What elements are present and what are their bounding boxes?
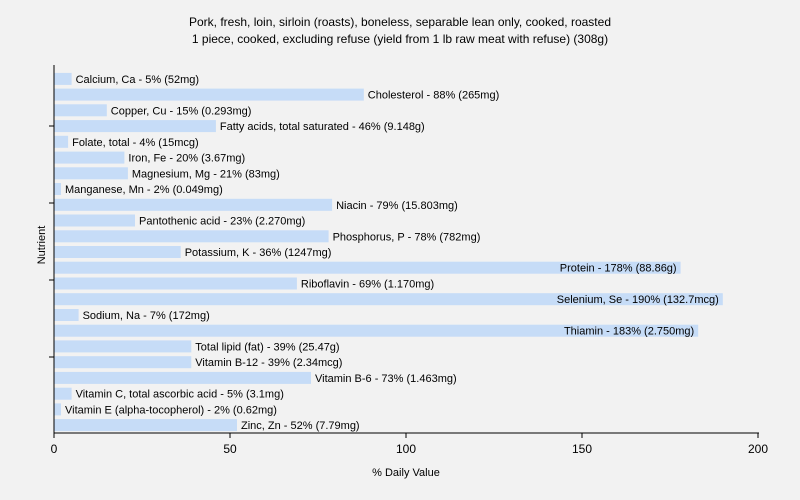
bar: [54, 135, 69, 148]
bar-label: Manganese, Mn - 2% (0.049mg): [65, 184, 223, 196]
x-tick-label: 0: [51, 442, 58, 456]
bar-label: Copper, Cu - 15% (0.293mg): [111, 105, 252, 117]
bar: [54, 403, 61, 416]
bar-label: Iron, Fe - 20% (3.67mg): [128, 153, 245, 165]
bar-label: Vitamin B-12 - 39% (2.34mcg): [195, 357, 342, 369]
bar: [54, 246, 181, 258]
bar: [54, 419, 237, 432]
bar: [54, 104, 107, 117]
chart-title: Pork, fresh, loin, sirloin (roasts), bon…: [189, 15, 611, 29]
bar: [54, 88, 364, 101]
bar-label: Niacin - 79% (15.803mg): [336, 200, 458, 212]
bar: [54, 230, 329, 243]
bar-label: Thiamin - 183% (2.750mg): [564, 326, 694, 338]
bar-label: Vitamin B-6 - 73% (1.463mg): [315, 373, 457, 385]
bar: [54, 198, 333, 211]
x-tick-label: 100: [396, 442, 416, 456]
bar-label: Cholesterol - 88% (265mg): [368, 90, 499, 102]
bar: [54, 293, 723, 306]
bar-label: Zinc, Zn - 52% (7.79mg): [241, 420, 360, 432]
bar-label: Potassium, K - 36% (1247mg): [185, 247, 332, 259]
bar-label: Pantothenic acid - 23% (2.270mg): [139, 216, 305, 228]
bar-label: Protein - 178% (88.86g): [560, 263, 677, 275]
bar: [54, 309, 79, 321]
bar: [54, 387, 72, 400]
bar: [54, 167, 128, 180]
bar-label: Fatty acids, total saturated - 46% (9.14…: [220, 121, 425, 133]
bar: [54, 261, 681, 274]
bar: [54, 340, 192, 353]
bar: [54, 214, 135, 227]
bar: [54, 120, 216, 133]
x-tick-label: 150: [572, 442, 592, 456]
bar-label: Total lipid (fat) - 39% (25.47g): [195, 341, 339, 353]
bar-label: Vitamin C, total ascorbic acid - 5% (3.1…: [76, 389, 284, 401]
bar-label: Sodium, Na - 7% (172mg): [83, 310, 210, 322]
bar-label: Magnesium, Mg - 21% (83mg): [132, 168, 280, 180]
x-axis-label: % Daily Value: [372, 467, 440, 479]
bar: [54, 72, 72, 85]
bar: [54, 324, 699, 337]
x-tick-label: 50: [223, 442, 237, 456]
bar-label: Folate, total - 4% (15mcg): [72, 137, 199, 149]
bar: [54, 151, 125, 164]
bar-label: Riboflavin - 69% (1.170mg): [301, 279, 434, 291]
y-axis-label: Nutrient: [36, 225, 48, 265]
x-tick-label: 200: [748, 442, 768, 456]
bar-label: Vitamin E (alpha-tocopherol) - 2% (0.62m…: [65, 404, 277, 416]
bar: [54, 277, 297, 290]
bar: [54, 356, 192, 369]
bar-label: Phosphorus, P - 78% (782mg): [333, 231, 481, 243]
bar: [54, 371, 311, 384]
bar-label: Calcium, Ca - 5% (52mg): [76, 74, 199, 86]
bar-label: Selenium, Se - 190% (132.7mcg): [557, 294, 719, 306]
chart-subtitle: 1 piece, cooked, excluding refuse (yield…: [191, 32, 609, 46]
bar: [54, 183, 61, 195]
